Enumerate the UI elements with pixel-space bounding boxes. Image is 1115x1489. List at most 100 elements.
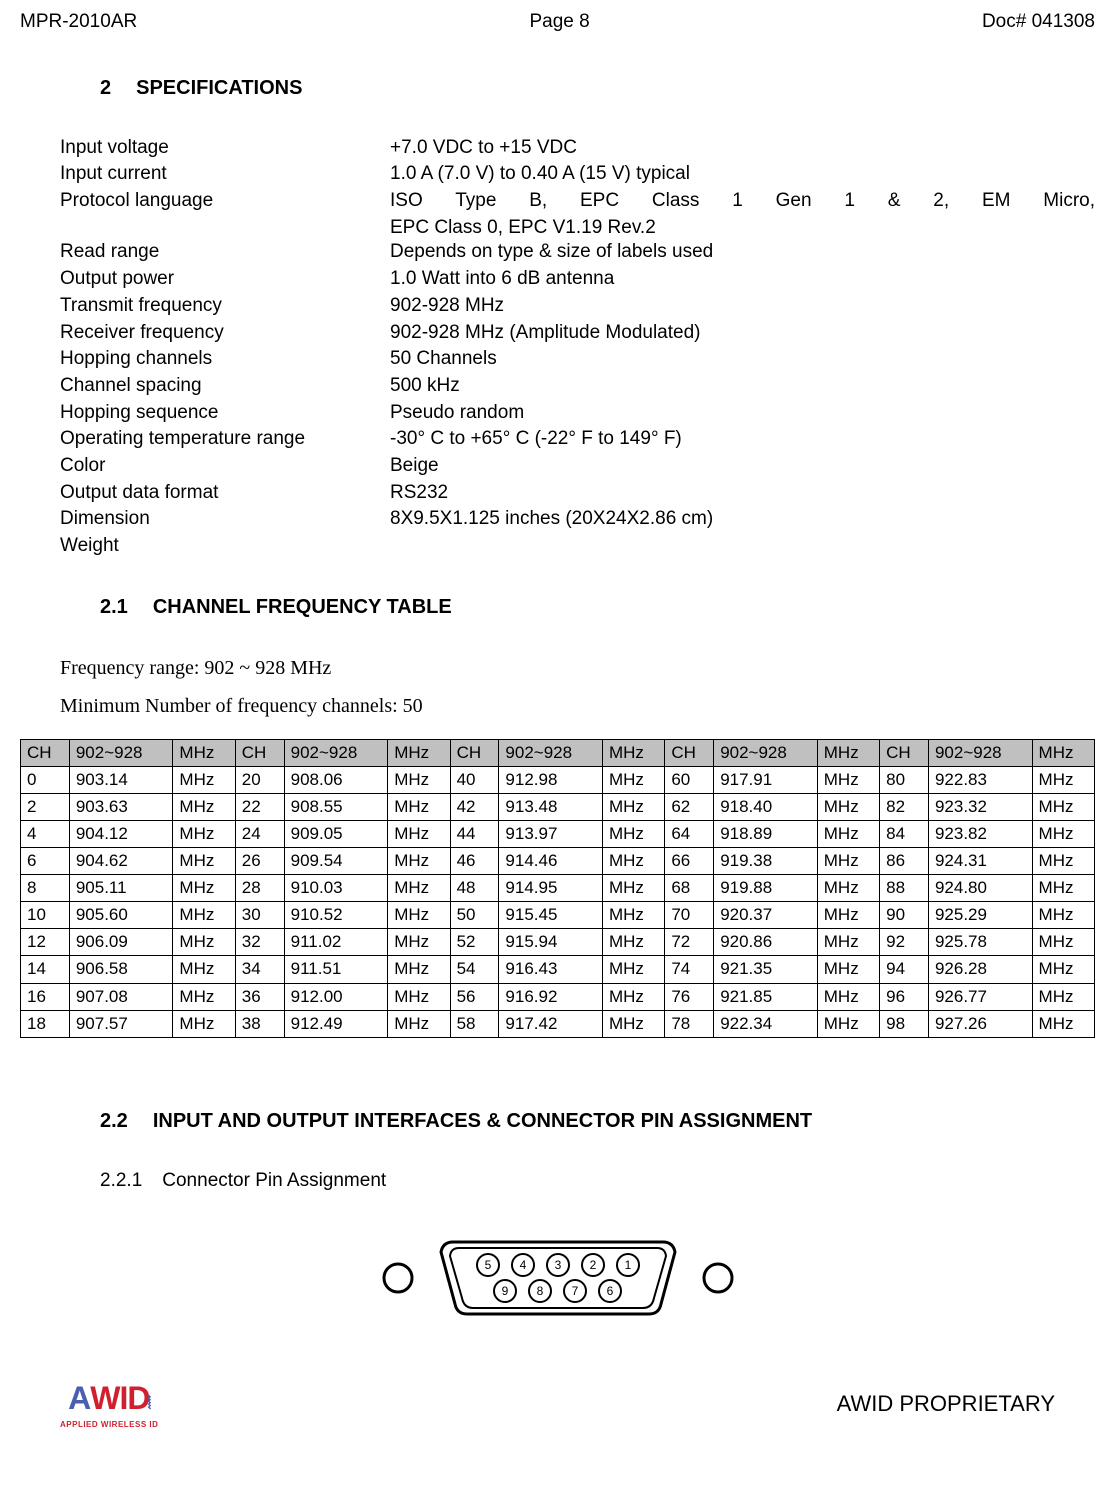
- svg-text:8: 8: [536, 1284, 543, 1298]
- header-doc: Doc# 041308: [982, 10, 1095, 35]
- freq-table-cell: 919.88: [714, 875, 818, 902]
- freq-min-channels-note: Minimum Number of frequency channels: 50: [60, 693, 1095, 719]
- freq-table-cell: 927.26: [928, 1010, 1032, 1037]
- freq-table-cell: 923.32: [928, 793, 1032, 820]
- freq-table-cell: 2: [21, 793, 70, 820]
- spec-row: Hopping channels50 Channels: [60, 347, 1095, 372]
- freq-table-cell: 915.45: [499, 902, 603, 929]
- specs-block: Input voltage+7.0 VDC to +15 VDCInput cu…: [60, 136, 1095, 559]
- page-header: MPR-2010AR Page 8 Doc# 041308: [20, 10, 1095, 35]
- logo-letter-i: I: [119, 1378, 127, 1420]
- freq-table-row: 8905.11MHz28910.03MHz48914.95MHz68919.88…: [21, 875, 1095, 902]
- freq-table-cell: 26: [235, 848, 284, 875]
- freq-table-cell: 908.55: [284, 793, 388, 820]
- db9-connector-icon: 543219876: [343, 1228, 773, 1328]
- freq-table-cell: 915.94: [499, 929, 603, 956]
- freq-table-cell: 18: [21, 1010, 70, 1037]
- section-2-title: SPECIFICATIONS: [136, 75, 302, 101]
- freq-table-cell: 98: [880, 1010, 929, 1037]
- freq-table-cell: 10: [21, 902, 70, 929]
- freq-table-row: 16907.08MHz36912.00MHz56916.92MHz76921.8…: [21, 983, 1095, 1010]
- freq-table-cell: 46: [450, 848, 499, 875]
- section-221-title: Connector Pin Assignment: [162, 1169, 386, 1194]
- logo-letter-w: W: [90, 1378, 119, 1420]
- freq-table-cell: 92: [880, 929, 929, 956]
- freq-table-cell: MHz: [173, 848, 235, 875]
- freq-table-cell: MHz: [817, 848, 879, 875]
- spec-value: 1.0 Watt into 6 dB antenna: [390, 267, 1095, 292]
- section-21-heading: 2.1 CHANNEL FREQUENCY TABLE: [100, 594, 1095, 620]
- freq-table-cell: MHz: [388, 820, 450, 847]
- freq-table-cell: 916.43: [499, 956, 603, 983]
- spec-label: Input voltage: [60, 136, 390, 161]
- freq-table-cell: MHz: [1032, 848, 1094, 875]
- freq-table-cell: MHz: [388, 766, 450, 793]
- connector-diagram: 543219876: [20, 1228, 1095, 1328]
- freq-table-cell: MHz: [602, 902, 664, 929]
- logo-wave-icon: ⦚: [147, 1392, 150, 1415]
- freq-table-cell: MHz: [602, 1010, 664, 1037]
- freq-table-cell: 923.82: [928, 820, 1032, 847]
- spec-value: [390, 534, 1095, 559]
- freq-table-cell: MHz: [602, 820, 664, 847]
- freq-table-cell: 924.80: [928, 875, 1032, 902]
- freq-table-cell: 8: [21, 875, 70, 902]
- freq-table-header-cell: MHz: [602, 739, 664, 766]
- freq-table-cell: MHz: [388, 793, 450, 820]
- header-page: Page 8: [529, 10, 589, 35]
- freq-table-header-cell: 902~928: [928, 739, 1032, 766]
- spec-label: Weight: [60, 534, 390, 559]
- freq-table-cell: 4: [21, 820, 70, 847]
- freq-table-cell: MHz: [388, 929, 450, 956]
- freq-table-cell: MHz: [602, 766, 664, 793]
- freq-table-header-cell: MHz: [173, 739, 235, 766]
- freq-table-cell: 96: [880, 983, 929, 1010]
- spec-label: Hopping sequence: [60, 401, 390, 426]
- freq-table-cell: 921.85: [714, 983, 818, 1010]
- freq-table-cell: 14: [21, 956, 70, 983]
- freq-table-cell: 907.08: [69, 983, 173, 1010]
- section-2-heading: 2 SPECIFICATIONS: [100, 75, 1095, 101]
- freq-table-cell: MHz: [173, 902, 235, 929]
- freq-table-cell: 0: [21, 766, 70, 793]
- freq-table-cell: 6: [21, 848, 70, 875]
- freq-table-cell: 920.86: [714, 929, 818, 956]
- freq-table-header-cell: CH: [235, 739, 284, 766]
- freq-table-cell: 907.57: [69, 1010, 173, 1037]
- spec-row: Dimension8X9.5X1.125 inches (20X24X2.86 …: [60, 507, 1095, 532]
- freq-table-cell: 52: [450, 929, 499, 956]
- freq-table-cell: 903.14: [69, 766, 173, 793]
- freq-table-cell: MHz: [602, 793, 664, 820]
- freq-table-cell: 920.37: [714, 902, 818, 929]
- freq-table-cell: MHz: [817, 983, 879, 1010]
- freq-table-cell: 909.05: [284, 820, 388, 847]
- freq-table-cell: 918.89: [714, 820, 818, 847]
- freq-table-cell: 80: [880, 766, 929, 793]
- spec-value: 50 Channels: [390, 347, 1095, 372]
- freq-table-cell: MHz: [602, 983, 664, 1010]
- spec-row: Input current1.0 A (7.0 V) to 0.40 A (15…: [60, 162, 1095, 187]
- svg-text:1: 1: [624, 1258, 631, 1272]
- section-221-num: 2.2.1: [100, 1169, 142, 1194]
- freq-table-cell: MHz: [388, 983, 450, 1010]
- freq-table-cell: MHz: [1032, 820, 1094, 847]
- freq-table-cell: 903.63: [69, 793, 173, 820]
- freq-table-cell: 918.40: [714, 793, 818, 820]
- freq-table-cell: MHz: [602, 929, 664, 956]
- spec-value: ISO Type B, EPC Class 1 Gen 1 & 2, EM Mi…: [390, 189, 1095, 214]
- freq-table-header-cell: 902~928: [499, 739, 603, 766]
- freq-table-cell: MHz: [1032, 766, 1094, 793]
- spec-value: Beige: [390, 454, 1095, 479]
- freq-table-cell: MHz: [1032, 1010, 1094, 1037]
- freq-table-cell: MHz: [1032, 983, 1094, 1010]
- freq-table-cell: 922.83: [928, 766, 1032, 793]
- freq-table-cell: 62: [665, 793, 714, 820]
- freq-table-cell: MHz: [388, 875, 450, 902]
- spec-row: Protocol languageISO Type B, EPC Class 1…: [60, 189, 1095, 214]
- freq-table-cell: 88: [880, 875, 929, 902]
- freq-table-cell: 64: [665, 820, 714, 847]
- logo-subtext: APPLIED WIRELESS ID: [60, 1420, 158, 1430]
- freq-table-cell: 924.31: [928, 848, 1032, 875]
- freq-table-row: 18907.57MHz38912.49MHz58917.42MHz78922.3…: [21, 1010, 1095, 1037]
- freq-table-cell: 914.95: [499, 875, 603, 902]
